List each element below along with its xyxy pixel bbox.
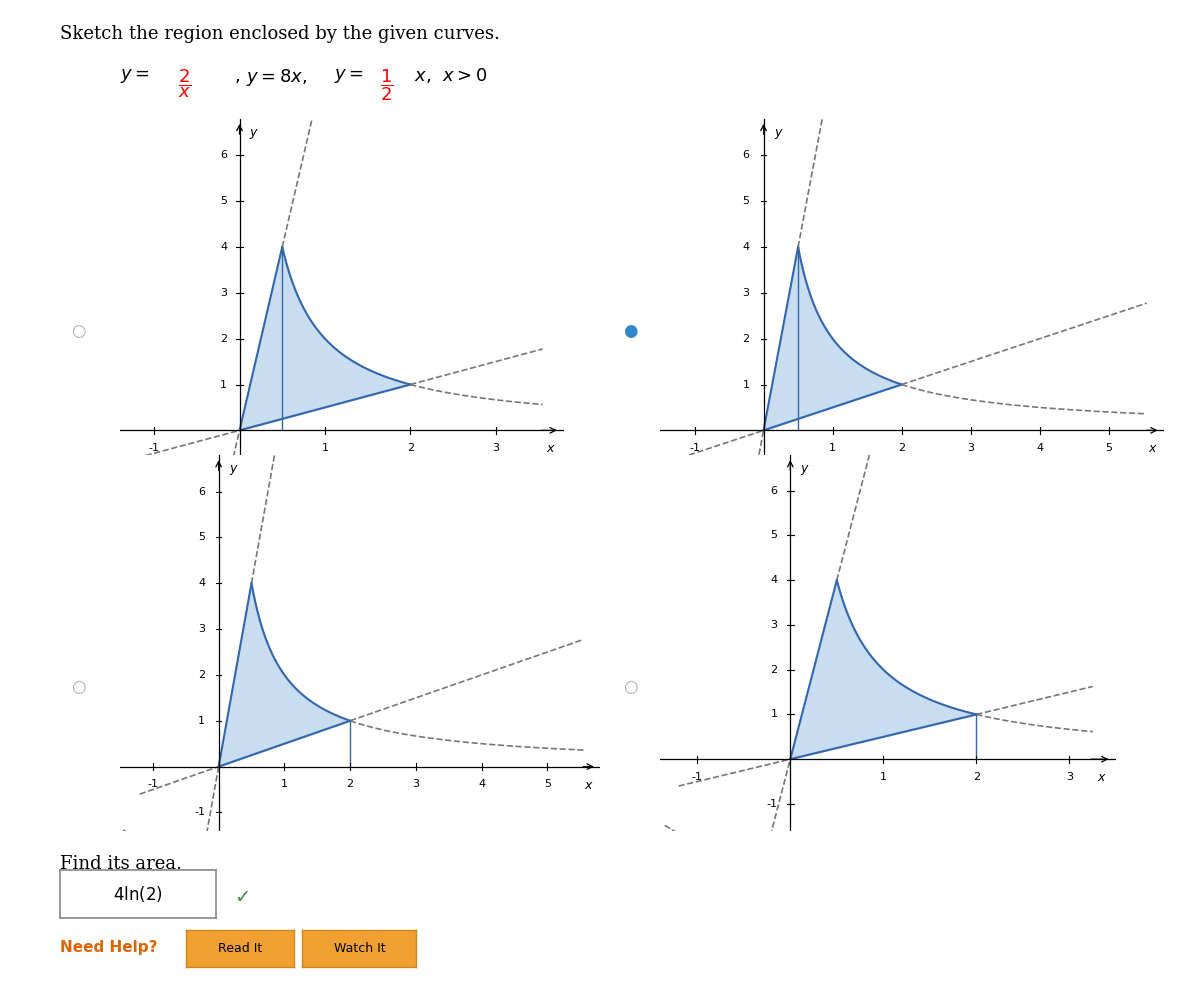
Text: Read It: Read It bbox=[218, 942, 262, 955]
Text: $,$: $,$ bbox=[234, 67, 240, 85]
Text: 1: 1 bbox=[198, 716, 205, 726]
Text: Sketch the region enclosed by the given curves.: Sketch the region enclosed by the given … bbox=[60, 25, 500, 43]
Text: -1: -1 bbox=[194, 807, 205, 818]
Text: 4: 4 bbox=[220, 242, 227, 252]
Text: 2: 2 bbox=[898, 443, 905, 453]
Text: 1: 1 bbox=[770, 709, 778, 719]
Text: 2: 2 bbox=[973, 771, 980, 781]
Text: -1: -1 bbox=[691, 771, 703, 781]
Text: ○: ○ bbox=[71, 322, 85, 340]
Text: 2: 2 bbox=[198, 670, 205, 679]
Text: 3: 3 bbox=[1066, 771, 1073, 781]
Text: 2: 2 bbox=[743, 333, 750, 343]
Text: 2: 2 bbox=[770, 665, 778, 674]
Text: 1: 1 bbox=[322, 443, 329, 453]
Text: 6: 6 bbox=[743, 150, 750, 160]
Text: x: x bbox=[584, 778, 592, 791]
Text: 2: 2 bbox=[347, 779, 354, 789]
Text: 5: 5 bbox=[1105, 443, 1112, 453]
Text: y: y bbox=[250, 126, 257, 138]
Text: 4: 4 bbox=[1036, 443, 1043, 453]
Text: 3: 3 bbox=[770, 620, 778, 630]
Text: 3: 3 bbox=[413, 779, 419, 789]
Text: 6: 6 bbox=[770, 486, 778, 495]
Text: -1: -1 bbox=[767, 799, 778, 809]
Text: y: y bbox=[775, 126, 782, 138]
Text: x: x bbox=[546, 442, 553, 455]
Text: 1: 1 bbox=[220, 380, 227, 390]
Text: y: y bbox=[800, 462, 808, 475]
Text: x: x bbox=[1098, 771, 1105, 784]
Text: 5: 5 bbox=[544, 779, 551, 789]
Text: -1: -1 bbox=[689, 443, 700, 453]
Text: 5: 5 bbox=[743, 196, 750, 206]
Text: Need Help?: Need Help? bbox=[60, 940, 157, 955]
Text: ○: ○ bbox=[71, 678, 85, 696]
Text: $\dfrac{1}{2}$: $\dfrac{1}{2}$ bbox=[380, 67, 394, 103]
Text: $y = 8x,$: $y = 8x,$ bbox=[246, 67, 307, 88]
Text: 1: 1 bbox=[743, 380, 750, 390]
Text: -1: -1 bbox=[216, 471, 227, 482]
Text: 3: 3 bbox=[743, 288, 750, 298]
Text: 3: 3 bbox=[220, 288, 227, 298]
Text: 4: 4 bbox=[198, 579, 205, 588]
Text: 1: 1 bbox=[880, 771, 887, 781]
Text: x: x bbox=[1148, 442, 1156, 455]
Text: 4: 4 bbox=[770, 576, 778, 585]
Text: 6: 6 bbox=[198, 487, 205, 496]
Text: 5: 5 bbox=[770, 530, 778, 540]
Text: 1: 1 bbox=[281, 779, 288, 789]
Text: ●: ● bbox=[623, 322, 637, 340]
Text: ○: ○ bbox=[623, 678, 637, 696]
Text: 3: 3 bbox=[198, 624, 205, 634]
Text: $y = $: $y = $ bbox=[120, 67, 150, 85]
Text: $y = $: $y = $ bbox=[334, 67, 364, 85]
Text: 1: 1 bbox=[829, 443, 836, 453]
Text: $4\ln(2)$: $4\ln(2)$ bbox=[113, 884, 163, 904]
Text: 6: 6 bbox=[220, 150, 227, 160]
Text: ✓: ✓ bbox=[234, 887, 251, 907]
Text: 4: 4 bbox=[478, 779, 485, 789]
Text: -1: -1 bbox=[149, 443, 160, 453]
Text: 3: 3 bbox=[967, 443, 974, 453]
Text: 2: 2 bbox=[220, 333, 227, 343]
Text: Find its area.: Find its area. bbox=[60, 855, 182, 873]
Text: $\dfrac{2}{x}$: $\dfrac{2}{x}$ bbox=[178, 67, 192, 100]
Text: -1: -1 bbox=[738, 471, 750, 482]
Text: y: y bbox=[229, 462, 236, 475]
Text: 4: 4 bbox=[743, 242, 750, 252]
Text: $x > 0$: $x > 0$ bbox=[442, 67, 487, 85]
Text: Watch It: Watch It bbox=[334, 942, 385, 955]
Text: 5: 5 bbox=[198, 532, 205, 542]
Text: 5: 5 bbox=[220, 196, 227, 206]
Text: -1: -1 bbox=[148, 779, 158, 789]
Text: 2: 2 bbox=[407, 443, 414, 453]
Text: 3: 3 bbox=[492, 443, 499, 453]
Text: $x,$: $x,$ bbox=[414, 67, 431, 85]
